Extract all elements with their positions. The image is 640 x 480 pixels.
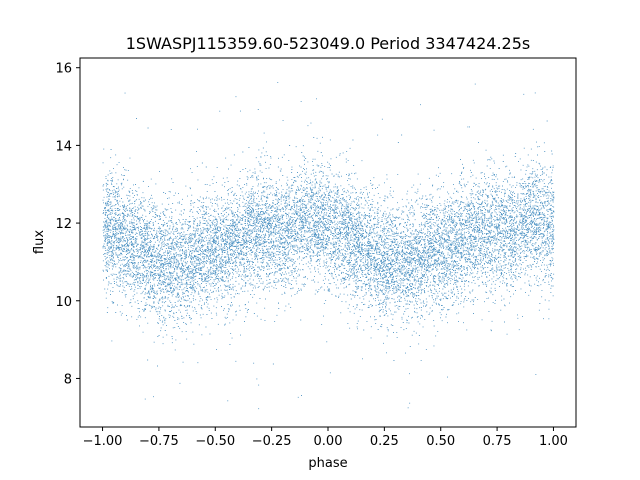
data-points xyxy=(102,82,555,410)
x-tick-label: 0.75 xyxy=(483,434,512,449)
y-axis-label: flux xyxy=(32,230,47,254)
scatter-points xyxy=(102,82,555,410)
x-tick-label: 0.25 xyxy=(370,434,399,449)
x-tick-label: 0.00 xyxy=(314,434,343,449)
x-tick-label: −0.50 xyxy=(195,434,235,449)
x-axis: −1.00 −0.75 −0.50 −0.25 0.00 0.25 0.50 0.75 1.00 xyxy=(83,427,568,449)
y-axis: 8 10 12 14 16 xyxy=(55,62,80,387)
y-tick-label: 16 xyxy=(55,62,72,77)
y-tick-label: 8 xyxy=(64,372,72,387)
y-tick-label: 14 xyxy=(55,139,72,154)
x-tick-label: −1.00 xyxy=(83,434,123,449)
x-axis-label: phase xyxy=(308,456,347,471)
y-tick-label: 10 xyxy=(55,295,72,310)
y-tick-label: 12 xyxy=(55,217,72,232)
x-tick-label: 1.00 xyxy=(539,434,568,449)
x-tick-label: −0.25 xyxy=(252,434,292,449)
x-tick-label: 0.50 xyxy=(426,434,455,449)
x-tick-label: −0.75 xyxy=(139,434,179,449)
chart-title: 1SWASPJ115359.60-523049.0 Period 3347424… xyxy=(126,34,531,53)
